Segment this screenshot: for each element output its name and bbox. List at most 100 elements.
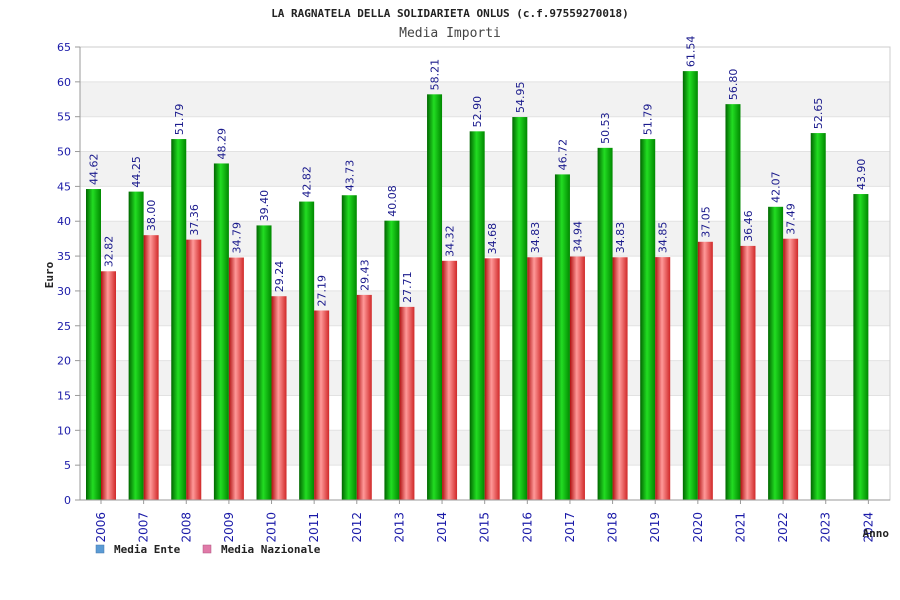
bar-media-nazionale: [314, 310, 330, 500]
y-tick-label: 15: [57, 389, 71, 402]
grid-band: [80, 116, 890, 152]
x-axis-ticks: 2006 2007 2008 2009 2010 2011 2012 2013 2014 2015…: [94, 500, 875, 543]
y-tick-label: 65: [57, 41, 71, 54]
y-tick-label: 55: [57, 111, 71, 124]
value-label: 34.83: [529, 222, 542, 254]
x-tick-label: 2018: [606, 512, 620, 543]
legend-swatch-ente: [95, 544, 105, 554]
grid-band: [80, 47, 890, 82]
bar-media-ente: [597, 147, 613, 500]
grid-band: [80, 151, 890, 187]
bar-media-nazionale: [101, 271, 116, 500]
y-tick-label: 30: [57, 285, 71, 298]
value-label: 38.00: [145, 200, 158, 232]
bar-media-nazionale: [569, 256, 585, 500]
bar-media-ente: [86, 189, 101, 500]
value-label: 34.83: [614, 222, 627, 254]
y-tick-label: 25: [57, 320, 71, 333]
legend-swatch-nazionale: [202, 544, 212, 554]
y-tick-label: 40: [57, 215, 71, 228]
bar-media-ente: [725, 104, 741, 500]
value-label: 29.24: [273, 261, 286, 293]
x-tick-label: 2008: [179, 512, 193, 543]
chart-title: LA RAGNATELA DELLA SOLIDARIETA ONLUS (c.…: [271, 7, 629, 20]
bar-media-nazionale: [228, 257, 244, 500]
bar-media-nazionale: [143, 235, 159, 500]
bar-media-ente: [128, 191, 144, 500]
x-tick-label: 2009: [222, 512, 236, 543]
bar-media-ente: [299, 201, 315, 500]
value-label: 37.49: [785, 203, 798, 235]
bars: [86, 71, 869, 501]
value-label: 42.07: [770, 171, 783, 203]
bar-media-nazionale: [655, 257, 671, 500]
legend: Media Ente Media Nazionale: [95, 543, 321, 556]
value-label: 52.90: [471, 96, 484, 128]
bar-media-ente: [512, 117, 528, 500]
value-label: 54.95: [514, 82, 527, 114]
bar-media-ente: [341, 195, 357, 500]
value-label: 27.19: [316, 275, 329, 307]
bar-media-ente: [213, 163, 229, 500]
value-label: 37.05: [699, 206, 712, 238]
bar-media-nazionale: [527, 257, 543, 500]
bar-media-nazionale: [484, 258, 500, 500]
value-label: 34.85: [657, 222, 670, 254]
value-label: 37.36: [188, 204, 201, 236]
bar-media-ente: [768, 206, 784, 501]
y-axis-ticks: 0 5 10 15 20 25 30 35 40 45 50 55 60 65: [57, 41, 80, 507]
bar-media-nazionale: [271, 296, 287, 500]
bar-media-ente: [853, 194, 869, 500]
value-label: 32.82: [103, 236, 116, 268]
bar-media-nazionale: [612, 257, 628, 500]
y-tick-label: 10: [57, 424, 71, 437]
y-tick-label: 20: [57, 355, 71, 368]
y-tick-label: 50: [57, 146, 71, 159]
grid-band: [80, 81, 890, 117]
x-tick-label: 2013: [392, 512, 406, 543]
value-label: 48.29: [215, 128, 228, 159]
bar-media-ente: [256, 225, 272, 501]
x-tick-label: 2010: [265, 512, 279, 543]
value-label: 44.62: [88, 154, 101, 186]
x-tick-label: 2017: [563, 512, 577, 543]
bar-media-ente: [682, 71, 698, 501]
bar-media-ente: [427, 94, 443, 500]
value-label: 51.79: [642, 104, 655, 136]
y-tick-label: 5: [64, 459, 71, 472]
value-label: 61.54: [684, 36, 697, 68]
y-axis-label: Euro: [43, 261, 56, 288]
bar-media-ente: [171, 139, 187, 500]
value-label: 44.25: [130, 156, 143, 188]
chart-subtitle: Media Importi: [399, 26, 501, 41]
bar-media-nazionale: [399, 306, 415, 500]
bar-media-ente: [384, 220, 400, 501]
value-label: 50.53: [599, 112, 612, 144]
y-tick-label: 60: [57, 76, 71, 89]
x-tick-label: 2014: [435, 512, 449, 543]
value-label: 58.21: [429, 59, 442, 91]
bar-media-nazionale: [783, 238, 799, 500]
y-tick-label: 35: [57, 250, 71, 263]
value-label: 42.82: [301, 166, 314, 198]
bar-media-nazionale: [442, 260, 458, 500]
x-tick-label: 2012: [350, 512, 364, 543]
x-axis-label: Anno: [863, 527, 890, 540]
y-tick-label: 0: [64, 494, 71, 507]
x-tick-label: 2024: [861, 512, 875, 543]
bar-media-ente: [469, 131, 485, 500]
value-label: 46.72: [556, 139, 569, 171]
value-label: 36.46: [742, 210, 755, 242]
value-label: 29.43: [358, 259, 371, 291]
value-label: 51.79: [173, 104, 186, 136]
bar-media-nazionale: [186, 239, 202, 501]
x-tick-label: 2006: [94, 512, 108, 543]
x-tick-label: 2020: [691, 512, 705, 543]
value-label: 56.80: [727, 69, 740, 101]
value-label: 34.79: [230, 222, 243, 253]
value-label: 39.40: [258, 190, 271, 222]
value-label: 52.65: [812, 98, 825, 130]
bar-media-ente: [640, 139, 656, 500]
